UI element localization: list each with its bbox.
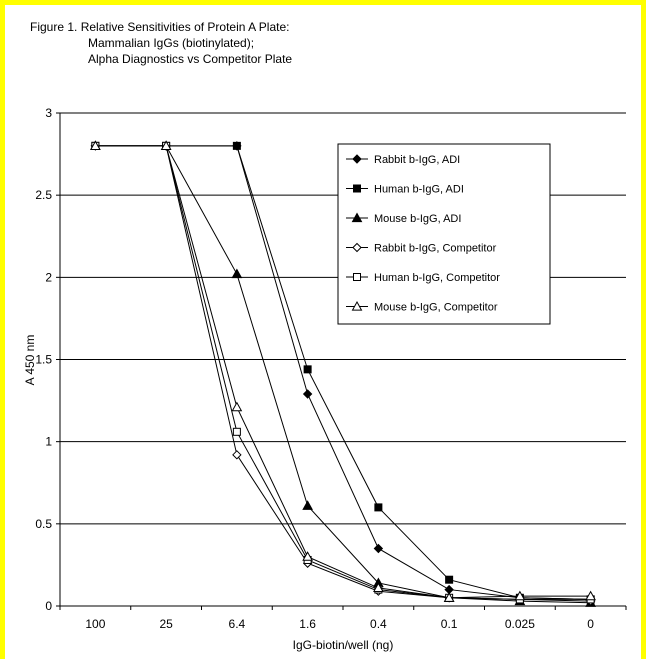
data-point <box>232 427 241 436</box>
legend-label: Rabbit b-IgG, ADI <box>374 154 460 166</box>
left-border <box>0 0 5 659</box>
data-point <box>231 268 243 279</box>
y-tick-label: 0 <box>45 599 52 613</box>
y-tick-label: 1 <box>45 435 52 449</box>
series-line <box>95 145 591 599</box>
legend-label: Human b-IgG, ADI <box>374 184 464 196</box>
legend-marker <box>352 154 362 164</box>
x-tick-label: 0.1 <box>441 617 458 631</box>
series-line <box>95 145 591 604</box>
data-point <box>160 140 172 150</box>
data-point <box>374 503 383 512</box>
legend-box <box>337 143 551 325</box>
x-tick-label: 0 <box>587 617 594 631</box>
right-border <box>641 0 646 659</box>
figure-title-line-2: Mammalian IgGs (biotinylated); <box>88 36 255 50</box>
figure-title-line-3: Alpha Diagnostics vs Competitor Plate <box>88 52 293 66</box>
legend-label: Mouse b-IgG, ADI <box>374 213 461 225</box>
legend-marker <box>353 184 361 193</box>
x-tick-label: 6.4 <box>229 617 246 631</box>
data-point <box>302 500 313 510</box>
top-border <box>0 0 646 5</box>
data-point <box>90 140 101 150</box>
data-point <box>585 590 596 601</box>
x-tick-label: 1.6 <box>299 617 316 631</box>
x-tick-label: 100 <box>85 617 105 631</box>
data-point <box>303 365 312 374</box>
legend-marker <box>351 300 363 311</box>
data-point <box>231 401 243 412</box>
legend-label: Human b-IgG, Competitor <box>374 272 500 284</box>
x-tick-label: 0.4 <box>370 617 387 631</box>
y-tick-label: 2.5 <box>35 188 52 202</box>
axes: 0 0.5 1 1.5 2 2.5 3 100 25 6.4 1.6 0.4 0.1 0.025 0 <box>35 106 627 631</box>
legend: Rabbit b-IgG, ADI Human b-IgG, ADI Mouse b… <box>337 143 551 325</box>
figure-title-line-1: Figure 1. Relative Sensitivities of Prot… <box>30 20 290 34</box>
y-tick-label: 1.5 <box>35 353 52 367</box>
data-point <box>445 575 454 584</box>
y-axis-label: A 450 nm <box>23 335 37 386</box>
y-tick-label: 2 <box>45 270 52 284</box>
series <box>90 140 596 607</box>
data-point <box>302 551 313 561</box>
legend-marker <box>353 273 361 281</box>
legend-label: Mouse b-IgG, Competitor <box>374 302 498 314</box>
series-5 <box>90 140 596 602</box>
legend-label: Rabbit b-IgG, Competitor <box>374 243 497 255</box>
y-tick-label: 0.5 <box>35 517 52 531</box>
data-point <box>373 543 384 554</box>
legend-marker <box>351 212 363 223</box>
y-tick-label: 3 <box>45 106 52 120</box>
x-axis-label: IgG-biotin/well (ng) <box>293 638 394 652</box>
data-point <box>232 141 241 150</box>
legend-marker <box>352 242 362 253</box>
x-tick-label: 0.025 <box>505 617 535 631</box>
series-line <box>95 145 591 600</box>
data-point <box>514 590 526 601</box>
series-line <box>95 145 591 600</box>
data-point <box>302 389 313 399</box>
data-point <box>373 582 384 593</box>
data-point <box>443 592 455 602</box>
x-tick-label: 25 <box>159 617 173 631</box>
data-point <box>232 450 242 460</box>
